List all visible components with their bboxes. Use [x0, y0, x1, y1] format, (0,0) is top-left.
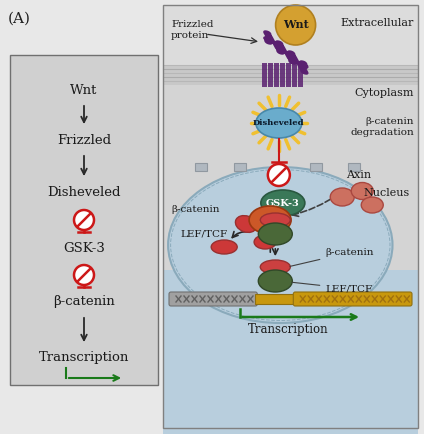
Text: Disheveled: Disheveled — [253, 119, 305, 127]
Bar — [262, 63, 268, 87]
Bar — [293, 63, 297, 87]
Text: Wnt: Wnt — [70, 83, 98, 96]
Ellipse shape — [256, 108, 302, 138]
Text: LEF/TCF: LEF/TCF — [292, 282, 372, 293]
Bar — [163, 5, 418, 428]
Bar — [163, 65, 418, 85]
Bar — [280, 63, 285, 87]
Ellipse shape — [361, 197, 383, 213]
Circle shape — [74, 265, 94, 285]
Text: β-catenin: β-catenin — [171, 206, 220, 214]
Bar — [274, 63, 279, 87]
Text: GSK-3: GSK-3 — [266, 198, 300, 207]
Bar — [268, 63, 273, 87]
Bar — [195, 163, 207, 171]
Bar — [255, 294, 295, 304]
Text: Transcription: Transcription — [39, 352, 129, 365]
Text: Frizzled: Frizzled — [57, 134, 111, 147]
Text: Axin: Axin — [346, 170, 371, 180]
Text: Frizzled
protein: Frizzled protein — [171, 20, 214, 40]
Text: β-catenin: β-catenin — [290, 248, 374, 266]
Text: Disheveled: Disheveled — [47, 185, 121, 198]
Text: Nucleus: Nucleus — [364, 188, 410, 198]
Circle shape — [276, 5, 315, 45]
Bar — [348, 163, 360, 171]
Bar — [286, 63, 291, 87]
Ellipse shape — [258, 270, 292, 292]
Ellipse shape — [330, 188, 354, 206]
Bar — [234, 163, 245, 171]
Text: β-catenin
degradation: β-catenin degradation — [350, 117, 414, 138]
FancyBboxPatch shape — [293, 292, 412, 306]
Text: APC: APC — [259, 216, 282, 224]
Text: Cytoplasm: Cytoplasm — [354, 88, 414, 98]
Text: Transcription: Transcription — [248, 322, 328, 335]
Circle shape — [74, 210, 94, 230]
Bar — [163, 5, 418, 70]
Text: GSK-3: GSK-3 — [63, 241, 105, 254]
Ellipse shape — [235, 216, 257, 232]
Ellipse shape — [260, 260, 290, 274]
Text: β-catenin: β-catenin — [53, 296, 115, 309]
Ellipse shape — [261, 190, 305, 216]
FancyBboxPatch shape — [169, 292, 257, 306]
FancyBboxPatch shape — [10, 55, 158, 385]
Ellipse shape — [254, 235, 276, 249]
Text: Extracellular: Extracellular — [340, 18, 414, 28]
Ellipse shape — [168, 167, 393, 323]
Bar — [163, 85, 418, 270]
Ellipse shape — [260, 213, 290, 227]
Ellipse shape — [351, 183, 373, 200]
Text: (A): (A) — [8, 12, 31, 26]
Circle shape — [268, 164, 290, 186]
Text: LEF/TCF: LEF/TCF — [181, 230, 228, 239]
Ellipse shape — [211, 240, 237, 254]
Ellipse shape — [249, 206, 291, 234]
Bar — [163, 270, 418, 434]
Bar — [310, 163, 322, 171]
Ellipse shape — [258, 223, 292, 245]
Text: Wnt: Wnt — [283, 20, 309, 30]
Bar — [298, 63, 303, 87]
